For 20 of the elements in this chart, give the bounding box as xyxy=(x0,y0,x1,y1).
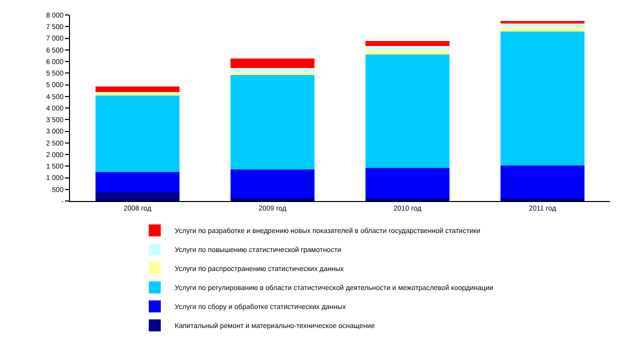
bar xyxy=(366,50,450,55)
bar xyxy=(230,74,314,170)
bar xyxy=(230,72,314,75)
bar xyxy=(96,192,180,201)
bar xyxy=(500,27,584,32)
bar xyxy=(96,96,180,172)
bar xyxy=(96,86,180,92)
bar xyxy=(366,168,450,199)
bar xyxy=(230,68,314,72)
bar xyxy=(366,46,450,50)
bar xyxy=(500,23,584,28)
bar xyxy=(230,58,314,68)
bar xyxy=(366,41,450,46)
bar xyxy=(230,170,314,198)
bar xyxy=(500,32,584,166)
bar xyxy=(500,166,584,199)
bar xyxy=(96,172,180,193)
bar xyxy=(366,54,450,168)
bar xyxy=(230,198,314,201)
bar xyxy=(96,92,180,96)
